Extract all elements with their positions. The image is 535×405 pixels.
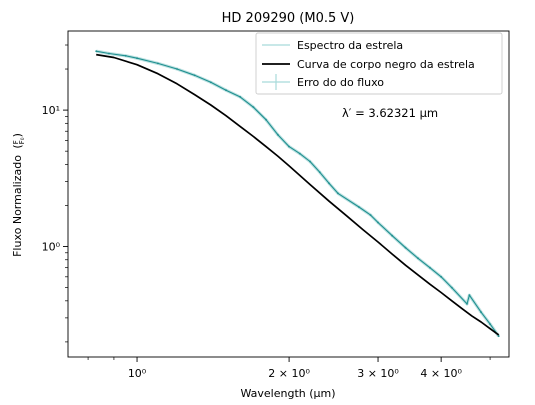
spectrum-point — [288, 145, 290, 148]
x-tick-label: 3 × 10⁰ — [357, 367, 399, 380]
x-tick-label: 4 × 10⁰ — [420, 367, 462, 380]
spectrum-point — [417, 257, 419, 260]
spectrum-point — [136, 57, 138, 60]
spectrum-point — [391, 234, 394, 237]
legend: Espectro da estrela Curva de corpo negro… — [255, 32, 503, 95]
y-axis-label: Fluxo Normalizado (FF₀) — [11, 133, 26, 257]
y-axis-fraction-denominator: F₀ — [18, 137, 26, 144]
spectrum-point — [176, 68, 178, 70]
spectrum-point — [480, 311, 482, 314]
spectrum-point — [497, 335, 500, 338]
lambda-annotation: λ′ = 3.62321 μm — [342, 106, 438, 120]
spectrum-point — [225, 89, 227, 92]
spectrum-point — [157, 62, 159, 65]
spectrum-point — [276, 133, 279, 136]
spectrum-point — [358, 206, 360, 208]
spectrum-point — [377, 221, 379, 224]
y-axis-label-text: Fluxo Normalizado — [11, 155, 24, 257]
spectrum-point — [193, 74, 196, 77]
spectrum-point — [450, 286, 453, 289]
x-axis-label-text: Wavelength (μm) — [240, 387, 335, 400]
plot-frame — [67, 30, 510, 358]
spectrum-point — [108, 52, 110, 55]
spectrum-point — [309, 160, 311, 163]
legend-label-spectrum: Espectro da estrela — [297, 39, 403, 52]
legend-label-blackbody: Curva de corpo negro da estrela — [297, 58, 475, 71]
spectrum-point — [337, 192, 339, 195]
spectrum-point — [466, 303, 468, 305]
spectrum-point — [95, 50, 98, 53]
y-axis-fraction-numerator: F — [12, 140, 20, 144]
spectrum-point — [328, 182, 330, 185]
spectrum-point — [369, 214, 372, 217]
spectrum-point — [298, 152, 301, 155]
chart-title: HD 209290 (M0.5 V) — [222, 11, 355, 26]
spectrum-point — [209, 81, 212, 84]
y-tick-label: 10⁰ — [42, 241, 61, 254]
spectrum-point — [252, 106, 255, 109]
spectrum-point — [239, 96, 242, 98]
spectrum-point — [468, 294, 471, 297]
x-tick-label: 2 × 10⁰ — [268, 367, 310, 380]
y-tick-label: 10¹ — [42, 104, 60, 117]
spectrum-point — [429, 266, 431, 269]
spectrum-point — [440, 275, 442, 278]
x-axis-label: Wavelength (μm) — [240, 387, 335, 400]
spectrum-point — [318, 171, 321, 174]
legend-box — [255, 32, 503, 95]
spectrum-point — [265, 118, 267, 121]
spectrum-point — [489, 323, 491, 325]
spectrum-point — [124, 54, 127, 57]
legend-label-error: Erro do do fluxo — [297, 76, 384, 89]
blackbody-curve — [96, 53, 500, 336]
spectrum-point — [404, 246, 407, 249]
x-tick-label: 10⁰ — [128, 367, 147, 380]
